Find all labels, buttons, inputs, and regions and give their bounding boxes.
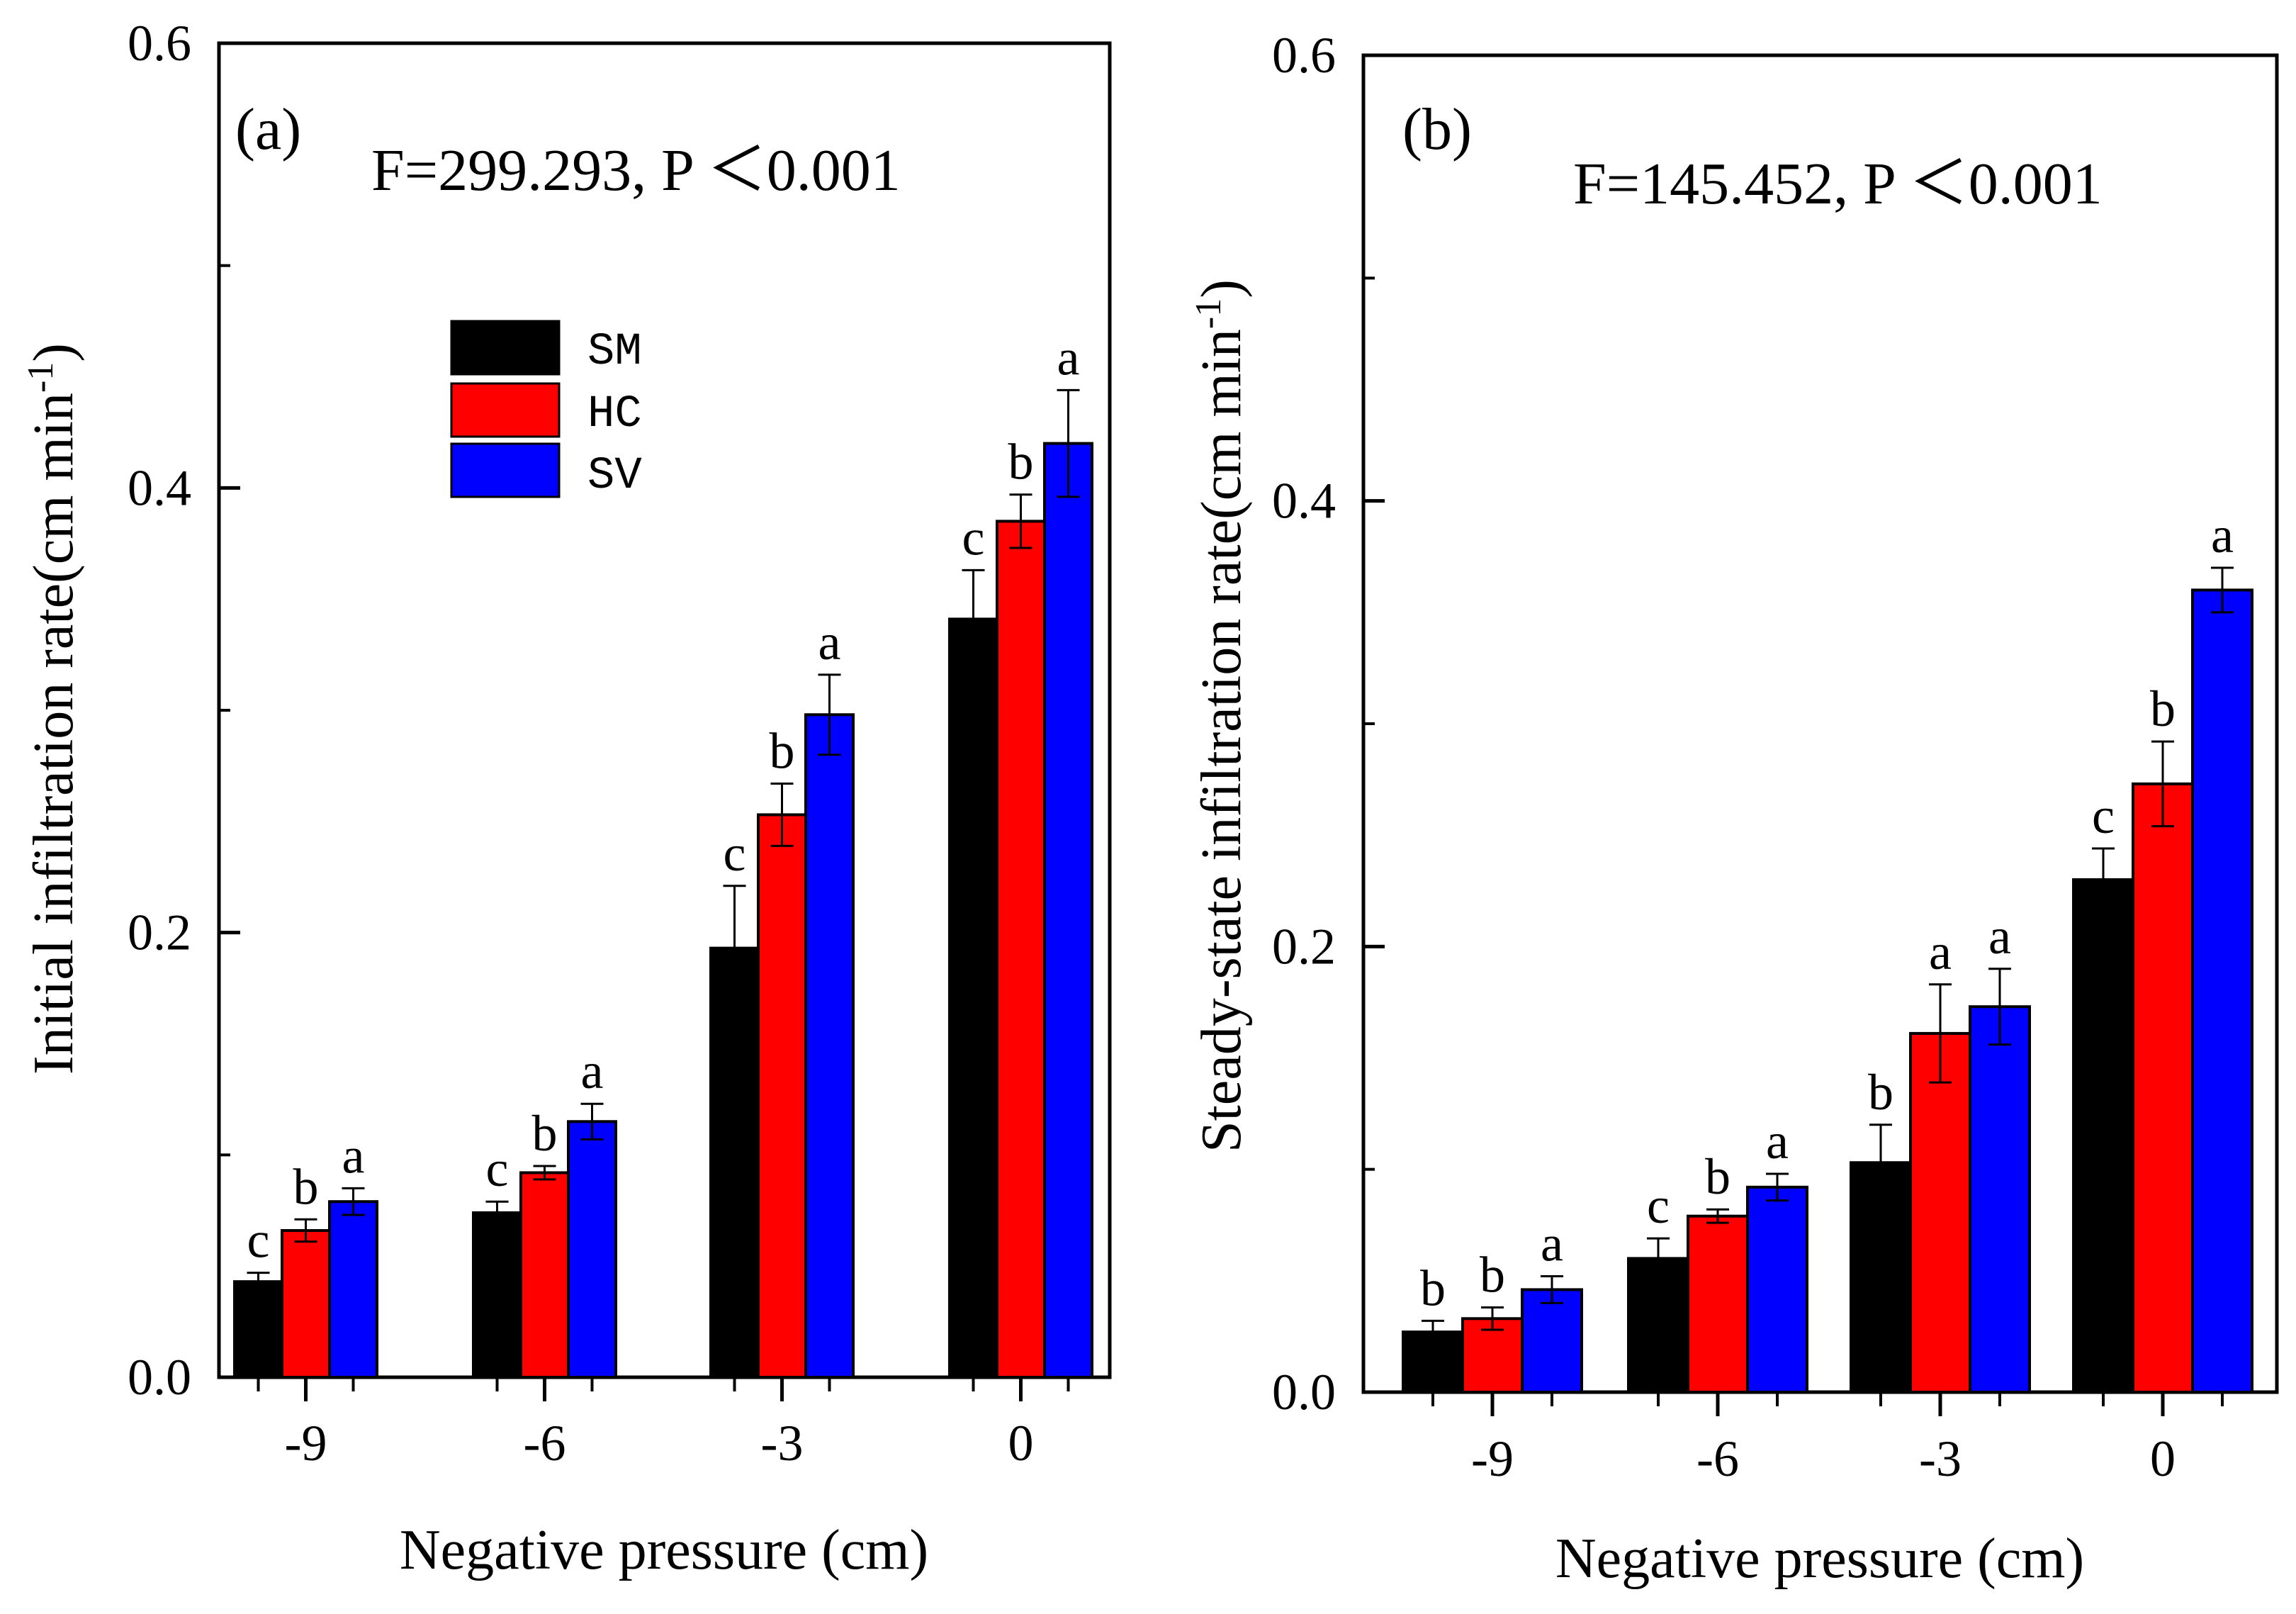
- bar-sm--6: [472, 1211, 522, 1379]
- significance-letter: a: [1929, 924, 1952, 980]
- significance-letter: c: [1647, 1177, 1670, 1234]
- y-axis-title-a: Initial infiltration rate(cm min-1): [21, 343, 85, 1075]
- panel-label-a: (a): [235, 96, 301, 162]
- bar-sv--3: [804, 713, 855, 1379]
- legend-swatch-hc: [450, 382, 561, 438]
- significance-letter: a: [1988, 908, 2011, 965]
- significance-letter: a: [342, 1127, 365, 1184]
- legend-label-sv: SV: [587, 451, 642, 502]
- x-axis-a: -9 -6 -3 0: [257, 1377, 1070, 1472]
- stat-text-a: F=299.293, P ＜0.001: [371, 138, 901, 203]
- bar-sm-0: [948, 617, 998, 1379]
- bar-hc--6: [1687, 1214, 1749, 1394]
- y-tick-label: 0.6: [128, 15, 191, 72]
- bar-sv--3: [1969, 1005, 2031, 1394]
- bar-sv--6: [1746, 1185, 1808, 1394]
- significance-letter: a: [581, 1043, 604, 1099]
- bar-hc--3: [1909, 1031, 1971, 1394]
- x-tick-label: -9: [1471, 1430, 1514, 1487]
- x-axis-title-b: Negative pressure (cm): [1555, 1528, 2084, 1590]
- legend-label-sm: SM: [587, 327, 642, 378]
- significance-letter: b: [1868, 1064, 1893, 1121]
- y-tick-label: 0.4: [128, 459, 191, 516]
- legend: SM HC SV: [450, 320, 642, 502]
- y-axis-title-b-sup: -1: [1188, 298, 1229, 329]
- bar-hc--9: [281, 1228, 331, 1379]
- bar-hc-0: [996, 520, 1046, 1379]
- significance-letter: b: [1705, 1148, 1731, 1205]
- y-axis-title-b: Steady-state infiltration rate(cm min-1): [1188, 279, 1253, 1153]
- significance-letter: a: [1541, 1216, 1563, 1272]
- x-tick-label: -6: [1696, 1430, 1739, 1487]
- significance-letter: b: [1480, 1247, 1505, 1304]
- y-tick-label: 0.2: [128, 904, 191, 961]
- y-axis-title-b-main: Steady-state infiltration rate(cm min: [1191, 329, 1253, 1153]
- legend-label-hc: HC: [587, 389, 642, 440]
- bar-sv-0: [1043, 442, 1093, 1379]
- x-axis-b: -9 -6 -3 0: [1431, 1392, 2224, 1487]
- significance-letter: b: [293, 1158, 319, 1215]
- y-axis-title-a-sup: -1: [21, 362, 61, 393]
- bar-sm--3: [709, 946, 760, 1379]
- bar-sv--9: [1521, 1288, 1583, 1394]
- y-tick-label: 0.6: [1272, 27, 1336, 84]
- bar-hc--3: [757, 813, 807, 1379]
- x-tick-label: -3: [1919, 1430, 1962, 1487]
- significance-letter: a: [1766, 1113, 1789, 1170]
- significance-letter: b: [532, 1105, 558, 1162]
- y-axis-title-b-close: ): [1191, 279, 1253, 298]
- legend-swatch-sm: [450, 320, 561, 376]
- bar-sv--9: [328, 1200, 378, 1379]
- y-axis-title-a-close: ): [23, 343, 85, 362]
- significance-letter: c: [486, 1141, 509, 1197]
- significance-letter: b: [2150, 680, 2176, 737]
- bar-hc--6: [519, 1171, 570, 1379]
- bar-sv-0: [2191, 588, 2253, 1394]
- legend-swatch-sv: [450, 442, 561, 498]
- y-tick-label: 0.4: [1272, 473, 1336, 529]
- significance-letter: c: [962, 509, 985, 566]
- x-axis-title-a: Negative pressure (cm): [400, 1519, 928, 1581]
- x-tick-label: -3: [761, 1415, 804, 1472]
- y-tick-label: 0.2: [1272, 918, 1336, 975]
- significance-letter: b: [1420, 1260, 1446, 1316]
- bar-hc-0: [2132, 782, 2194, 1394]
- x-tick-label: -9: [285, 1415, 327, 1472]
- y-axis-a: 0.0 0.2 0.4 0.6: [128, 15, 240, 1406]
- bar-sm-0: [2072, 878, 2134, 1394]
- x-tick-label: 0: [1008, 1415, 1034, 1472]
- significance-letter: c: [247, 1212, 270, 1269]
- y-tick-label: 0.0: [1272, 1364, 1336, 1420]
- bar-sm--6: [1627, 1257, 1689, 1394]
- bar-sm--9: [233, 1280, 283, 1379]
- significance-letter: a: [2211, 507, 2234, 564]
- x-tick-label: 0: [2150, 1430, 2176, 1487]
- significance-letter: b: [770, 723, 795, 780]
- significance-letter: a: [818, 614, 841, 671]
- stat-text-b: F=145.452, P ＜0.001: [1573, 151, 2103, 217]
- y-tick-label: 0.0: [128, 1349, 191, 1406]
- y-axis-title-a-main: Initial infiltration rate(cm min: [23, 393, 85, 1075]
- significance-letter: c: [2092, 788, 2115, 844]
- panel-label-b: (b): [1402, 96, 1472, 162]
- x-tick-label: -6: [524, 1415, 566, 1472]
- bar-sv--6: [567, 1120, 617, 1379]
- significance-letter: b: [1008, 434, 1034, 491]
- significance-letter: a: [1057, 329, 1080, 386]
- y-axis-b: 0.0 0.2 0.4 0.6: [1272, 27, 1385, 1420]
- significance-letter: c: [724, 825, 746, 882]
